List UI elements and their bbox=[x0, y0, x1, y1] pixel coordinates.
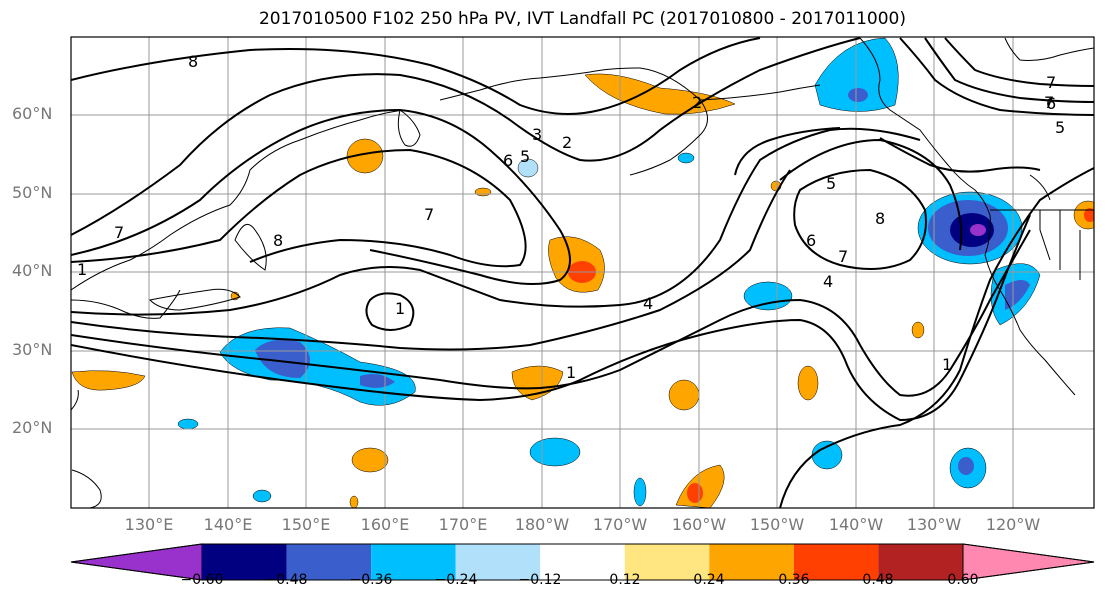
contour-label: 7 bbox=[838, 247, 848, 266]
contour-label: 2 bbox=[692, 93, 702, 112]
lon-label: 130°E bbox=[124, 515, 174, 534]
colorbar-tick-label: −0.60 bbox=[180, 572, 224, 588]
contour-label: 1 bbox=[77, 260, 87, 279]
lon-label: 130°W bbox=[906, 515, 962, 534]
colorbar-swatch bbox=[793, 544, 879, 580]
lon-label: 170°W bbox=[592, 515, 648, 534]
lon-label: 150°E bbox=[281, 515, 331, 534]
lat-label-20n: 20°N bbox=[12, 418, 53, 437]
colorbar-tick-label: 0.36 bbox=[778, 572, 810, 588]
lon-label: 120°W bbox=[985, 515, 1041, 534]
colorbar-tick-label: −0.36 bbox=[349, 572, 393, 588]
colorbar-tick-label: 0.48 bbox=[862, 572, 894, 588]
contour-label: 5 bbox=[826, 174, 836, 193]
contour-label: 4 bbox=[643, 294, 653, 313]
lon-label: 140°E bbox=[203, 515, 253, 534]
colorbar-extend-high bbox=[962, 543, 1095, 581]
colorbar-swatch bbox=[455, 544, 541, 580]
lat-label-40n: 40°N bbox=[12, 261, 53, 280]
lon-label: 160°W bbox=[671, 515, 727, 534]
colorbar-swatch bbox=[624, 544, 710, 580]
contour-label: 1 bbox=[566, 363, 576, 382]
map-area: 8 7 1 3 2 6 5 7 8 6 7 4 1 1 4 5 8 7 6 5 … bbox=[71, 37, 1094, 508]
contour-label: 8 bbox=[875, 209, 885, 228]
contour-label: 5 bbox=[1055, 118, 1065, 137]
lon-label: 140°W bbox=[828, 515, 884, 534]
map-frame bbox=[70, 36, 1095, 509]
colorbar-swatch bbox=[202, 544, 287, 580]
colorbar-swatch bbox=[878, 544, 963, 580]
contour-label: 6 bbox=[806, 231, 816, 250]
lon-label: 150°W bbox=[749, 515, 805, 534]
colorbar-tick-label: −0.48 bbox=[264, 572, 308, 588]
contour-label: 4 bbox=[823, 272, 833, 291]
lon-label: 160°E bbox=[360, 515, 410, 534]
contour-label: 1 bbox=[395, 299, 405, 318]
lat-label-30n: 30°N bbox=[12, 340, 53, 359]
lon-label: 180°W bbox=[514, 515, 570, 534]
contour-label: 7 bbox=[114, 223, 124, 242]
coastlines bbox=[71, 37, 1094, 508]
colorbar-swatch bbox=[540, 544, 625, 580]
contour-labels: 8 7 1 3 2 6 5 7 8 6 7 4 1 1 4 5 8 7 6 5 … bbox=[77, 52, 1065, 382]
colorbar-swatch bbox=[286, 544, 372, 580]
colorbar-swatch bbox=[709, 544, 794, 580]
contour-label: 7 bbox=[424, 205, 434, 224]
contour-label: 8 bbox=[188, 52, 198, 71]
colorbar-swatch bbox=[371, 544, 456, 580]
contour-label: 3 bbox=[532, 125, 542, 144]
contour-label: 2 bbox=[562, 133, 572, 152]
contour-label: 6 bbox=[1046, 94, 1056, 113]
contour-label: 6 bbox=[503, 151, 513, 170]
map-title: 2017010500 F102 250 hPa PV, IVT Landfall… bbox=[258, 9, 906, 29]
contour-label: 7 bbox=[1044, 93, 1054, 112]
pv-contours bbox=[71, 37, 1094, 508]
colorbar-tick-label: −0.12 bbox=[518, 572, 562, 588]
colorbar-tick-label: −0.24 bbox=[434, 572, 478, 588]
contour-label: 1 bbox=[942, 355, 952, 374]
contour-label: 8 bbox=[273, 231, 283, 250]
lat-label-60n: 60°N bbox=[12, 104, 53, 123]
pc-shading bbox=[71, 37, 1094, 508]
colorbar bbox=[70, 543, 1095, 581]
colorbar-tick-label: 0.60 bbox=[947, 572, 979, 588]
graticule bbox=[71, 37, 1094, 508]
colorbar-tick-label: 0.24 bbox=[693, 572, 725, 588]
lon-label: 170°E bbox=[438, 515, 488, 534]
colorbar-outline bbox=[70, 543, 1095, 581]
lat-label-50n: 50°N bbox=[12, 183, 53, 202]
contour-label: 5 bbox=[520, 147, 530, 166]
contour-label: 7 bbox=[1046, 73, 1056, 92]
colorbar-tick-label: 0.12 bbox=[609, 572, 641, 588]
